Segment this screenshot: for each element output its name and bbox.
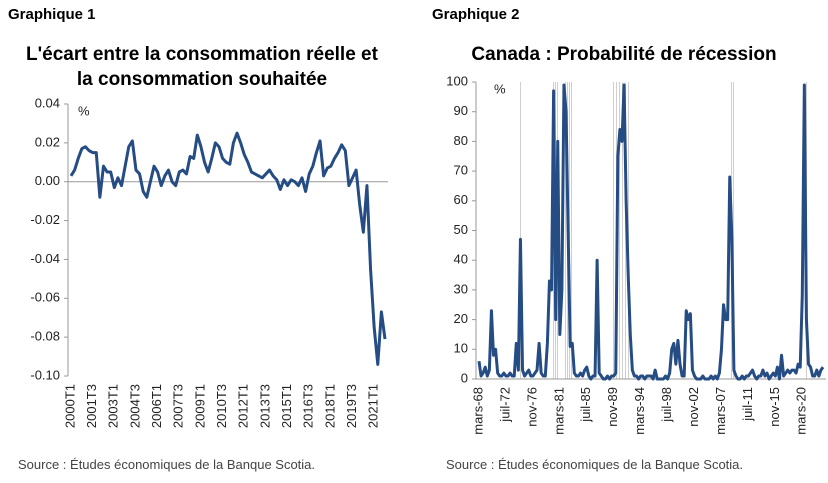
x-tick-label: 2001T3 [84,384,99,428]
y-tick-label: 0.02 [35,134,60,149]
x-tick-label: juil-98 [659,387,674,423]
x-tick-label: mars-07 [713,387,728,435]
y-tick-label: 10 [454,341,468,356]
x-tick-label: juil-85 [578,387,593,423]
x-tick-label: mars-94 [632,387,647,435]
x-tick-label: 2003T1 [106,384,121,428]
y-tick-label: 0.04 [35,95,60,110]
chart-label: Graphique 2 [432,6,520,23]
chart-label: Graphique 1 [8,6,96,23]
x-tick-label: 2009T1 [192,384,207,428]
data-line [477,83,825,381]
x-tick-label: 2018T1 [322,384,337,428]
x-tick-label: nov-76 [524,387,539,427]
x-tick-label: 2021T1 [366,384,381,428]
y-tick-label: 30 [454,281,468,296]
y-tick-label: 80 [454,133,468,148]
source: Source : Études économiques de la Banque… [446,457,744,472]
y-tick-label: 70 [454,163,468,178]
y-tick-label: -0.10 [30,367,60,382]
x-tick-label: mars-68 [470,387,485,435]
x-tick-label: nov-89 [605,387,620,427]
y-tick-label: 50 [454,222,468,237]
y-tick-label: -0.02 [30,212,60,227]
y-tick-label: -0.08 [30,329,60,344]
y-tick-label: 0 [461,370,468,385]
y-tick-label: -0.06 [30,290,60,305]
x-tick-label: juil-11 [740,387,755,422]
y-unit: % [78,103,90,118]
x-tick-label: 2012T1 [236,384,251,428]
y-unit: % [494,81,506,96]
x-tick-label: mars-81 [551,387,566,435]
y-tick-label: 100 [446,73,468,88]
y-tick-label: 40 [454,252,468,267]
data-line [69,131,387,366]
x-tick-label: 2010T3 [214,384,229,428]
x-tick-label: 2007T3 [171,384,186,428]
x-tick-label: 2016T3 [301,384,316,428]
source: Source : Études économiques de la Banque… [18,457,316,472]
x-tick-label: 2006T1 [149,384,164,428]
x-tick-label: 2000T1 [62,384,77,428]
y-tick-label: 60 [454,192,468,207]
y-tick-label: -0.04 [30,251,60,266]
x-tick-label: 2004T3 [127,384,142,428]
x-tick-label: 2019T3 [344,384,359,428]
x-tick-label: mars-20 [794,387,809,435]
chart-title: L'écart entre la consommation réelle et … [26,44,378,90]
chart-title: Canada : Probabilité de récession [471,44,777,65]
x-tick-label: juil-72 [497,387,512,423]
y-tick-label: 90 [454,103,468,118]
x-tick-label: 2015T1 [279,384,294,428]
x-tick-label: nov-15 [767,387,782,427]
x-tick-label: nov-02 [686,387,701,427]
x-tick-label: 2013T3 [257,384,272,428]
y-tick-label: 0.00 [35,173,60,188]
y-tick-label: 20 [454,311,468,326]
